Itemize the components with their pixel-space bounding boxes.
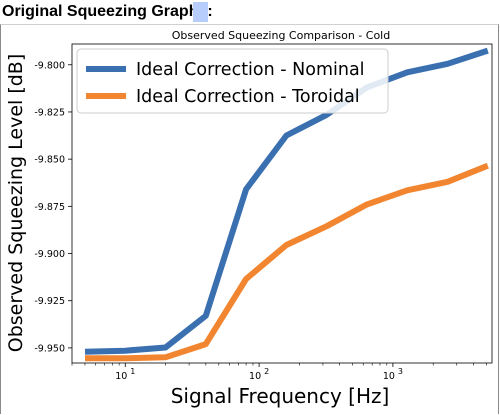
series-line-1 <box>84 47 489 355</box>
y-axis-label: Observed Squeezing Level [dB] <box>5 54 27 353</box>
x-tick-exponent: 1 <box>130 367 135 376</box>
x-tick-exponent: 3 <box>398 367 403 376</box>
y-tick-label: -9.875 <box>34 202 65 213</box>
x-tick-label: 10 <box>249 371 261 382</box>
text-cursor-highlight <box>193 2 208 22</box>
y-tick-label: -9.825 <box>34 107 65 118</box>
x-tick-exponent: 2 <box>264 367 269 376</box>
series-lines <box>84 47 489 362</box>
legend: Ideal Correction - Nominal Ideal Correcti… <box>76 48 389 114</box>
y-tick-label: -9.925 <box>34 296 65 307</box>
x-axis-ticks: 10 1 10 2 10 3 <box>71 363 487 382</box>
y-tick-label: -9.950 <box>34 343 65 354</box>
y-tick-label: -9.850 <box>34 155 65 166</box>
x-tick-label: 10 <box>383 371 395 382</box>
y-tick-label: -9.800 <box>34 60 65 71</box>
y-tick-label: -9.900 <box>34 249 65 260</box>
chart-title: Observed Squeezing Comparison - Cold <box>172 29 390 42</box>
x-axis-label: Signal Frequency [Hz] <box>171 384 390 408</box>
legend-label: Ideal Correction - Nominal <box>136 60 365 80</box>
legend-box <box>76 48 389 114</box>
x-tick-label: 10 <box>115 371 127 382</box>
figure-frame <box>0 24 499 414</box>
legend-label: Ideal Correction - Toroidal <box>136 87 360 107</box>
page-heading: Original Squeezing Graphs: <box>2 3 213 20</box>
series-line-2 <box>85 162 489 362</box>
y-axis-ticks: -9.950 -9.925 -9.900 -9.875 -9.850 -9.825 -9.8… <box>34 60 72 354</box>
